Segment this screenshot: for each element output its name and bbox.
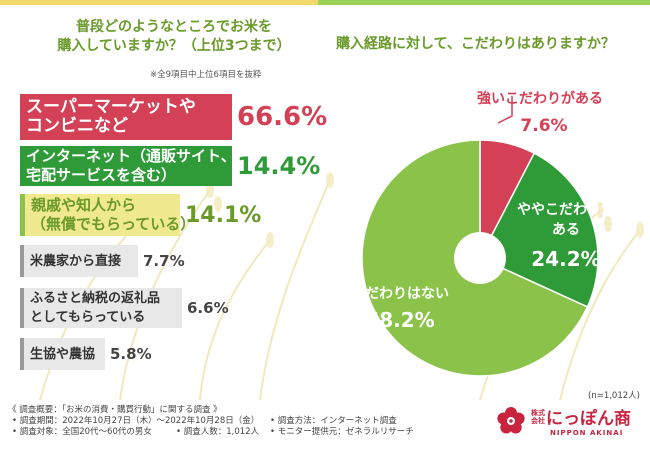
rank-label-3b: （無償でもらっている） bbox=[31, 215, 196, 233]
rank-label-5b: としてもらっている bbox=[30, 310, 146, 325]
rank-label-box-4: 米農家から直接 bbox=[20, 245, 138, 277]
left-question-line2: 購入していますか？（上位3つまで） bbox=[57, 38, 291, 54]
logo-name: にっぽん商 bbox=[546, 409, 631, 429]
left-question-note: ※全9項目中上位6項目を抜粋 bbox=[150, 70, 262, 80]
rank-label-2a: インターネット（通販サイト、 bbox=[26, 147, 236, 165]
rank-label-box-6: 生協や農協 bbox=[20, 338, 105, 370]
rank-item-4: 米農家から直接 7.7% bbox=[20, 245, 185, 277]
footer-method: • 調査方法：インターネット調査 bbox=[270, 416, 397, 426]
logo-kaisha-top: 株式 bbox=[531, 408, 545, 417]
footer-provider: • モニター提供元：ゼネラルリサーチ bbox=[270, 427, 414, 437]
company-logo: 株式 会社 にっぽん商 NIPPON AKINAI bbox=[496, 404, 631, 437]
pie-center-hole bbox=[454, 232, 506, 284]
logo-kaisha: 株式 会社 bbox=[530, 409, 546, 425]
rank-value-4: 7.7% bbox=[143, 252, 185, 270]
rank-item-6: 生協や農協 5.8% bbox=[20, 338, 152, 370]
sample-size: (n=1,012人) bbox=[588, 391, 640, 401]
top-accent-bar-left bbox=[0, 0, 318, 5]
rank-label-5a: ふるさと納税の返礼品 bbox=[30, 291, 161, 306]
footer-overview: 《 調査概要：「お米の消費・購買行動」に関する調査 》 bbox=[8, 405, 222, 415]
rank-label-1a: スーパーマーケットや bbox=[26, 97, 196, 117]
rank-label-3a: 親戚や知人から bbox=[31, 196, 137, 214]
rank-value-6: 5.8% bbox=[110, 345, 152, 363]
pie-label-some-2: ある bbox=[552, 222, 580, 238]
pie-value-some: 24.2% bbox=[531, 247, 600, 271]
rank-label-box-5: ふるさと納税の返礼品 としてもらっている bbox=[20, 288, 182, 328]
rank-label-1b: コンビニなど bbox=[26, 116, 128, 136]
rank-label-4a: 米農家から直接 bbox=[30, 253, 122, 269]
footer-count: • 調査人数：1,012人 bbox=[176, 427, 260, 437]
left-question: 普段どのようなところでお米を 購入していますか？（上位3つまで） bbox=[44, 18, 304, 56]
pie-label-none: こだわりはない bbox=[351, 286, 449, 302]
pie-label-some-1: ややこだわりが bbox=[517, 201, 616, 218]
footer-period: • 調査期間：2022年10月27日（木）～2022年10月28日（金） bbox=[12, 416, 260, 426]
rank-label-2b: 宅配サービスを含む） bbox=[26, 166, 177, 184]
pie-value-strong: 7.6% bbox=[520, 116, 567, 136]
rank-item-1: スーパーマーケットや コンビニなど 66.6% bbox=[20, 94, 327, 140]
pie-label-strong: 強いこだわりがある bbox=[477, 90, 603, 107]
pie-slice-some bbox=[478, 152, 599, 308]
rank-item-5: ふるさと納税の返礼品 としてもらっている 6.6% bbox=[20, 288, 229, 328]
right-question: 購入経路に対して、こだわりはありますか？ bbox=[336, 36, 615, 52]
plum-blossom-icon bbox=[497, 406, 525, 433]
rank-label-6a: 生協や農協 bbox=[30, 346, 96, 362]
footer-target: • 調査対象：全国20代～60代の男女 bbox=[12, 427, 152, 437]
rank-label-box-1: スーパーマーケットや コンビニなど bbox=[20, 94, 232, 140]
pie-leader-line bbox=[497, 96, 513, 124]
logo-kaisha-bottom: 会社 bbox=[531, 416, 545, 425]
logo-subtitle: NIPPON AKINAI bbox=[550, 429, 624, 437]
rank-value-3: 14.1% bbox=[185, 202, 262, 228]
rank-label-box-2: インターネット（通販サイト、 宅配サービスを含む） bbox=[20, 146, 236, 186]
rank-value-1: 66.6% bbox=[237, 102, 328, 132]
rank-value-2: 14.4% bbox=[237, 152, 321, 180]
top-accent-bar-right bbox=[318, 0, 650, 5]
rank-item-2: インターネット（通販サイト、 宅配サービスを含む） 14.4% bbox=[20, 146, 320, 186]
pie-value-none: 68.2% bbox=[365, 308, 434, 332]
rank-label-box-3: 親戚や知人から （無償でもらっている） bbox=[20, 194, 195, 236]
rank-value-5: 6.6% bbox=[187, 299, 229, 317]
left-question-line1: 普段どのようなところでお米を bbox=[76, 19, 272, 35]
rank-item-3: 親戚や知人から （無償でもらっている） 14.1% bbox=[20, 194, 261, 236]
